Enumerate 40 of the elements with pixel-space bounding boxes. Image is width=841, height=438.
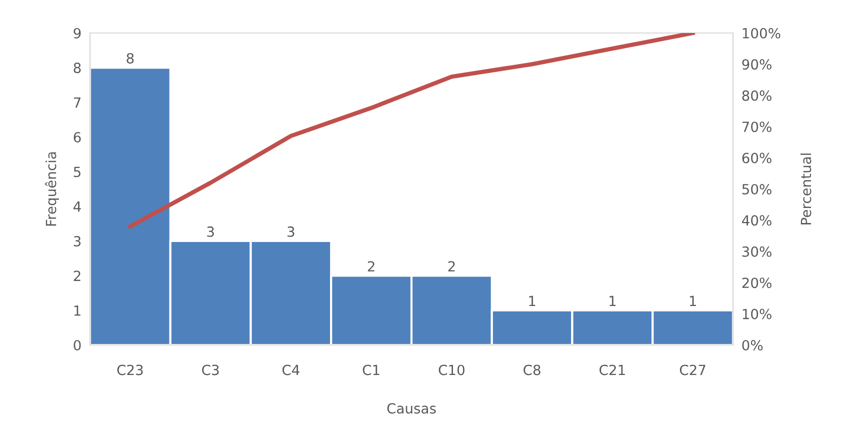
x-axis-title: Causas <box>387 403 436 414</box>
y-tick-label: 1 <box>74 305 80 316</box>
y-tick-label: 5 <box>74 166 80 178</box>
data-label: 8 <box>126 53 134 64</box>
x-tick-label: C4 <box>282 364 300 376</box>
y2-tick-label: 40% <box>742 215 772 226</box>
data-label: 3 <box>288 226 294 237</box>
x-tick-label: C1 <box>362 364 380 376</box>
y-tick-label: 8 <box>74 62 81 74</box>
y-tick-label: 9 <box>74 28 81 38</box>
x-tick-label: C8 <box>524 364 540 376</box>
data-label: 2 <box>448 261 455 272</box>
y2-axis-title: Percentual <box>800 154 812 224</box>
y-tick-label: 2 <box>74 270 80 281</box>
data-label: 2 <box>368 261 374 272</box>
y-tick-label: 0 <box>74 340 81 350</box>
y2-tick-label: 90% <box>742 59 772 70</box>
x-tick-label: C27 <box>680 364 706 376</box>
y-tick-label: 3 <box>74 236 81 246</box>
y-tick-label: 6 <box>74 132 81 142</box>
y2-tick-label: 20% <box>742 278 772 288</box>
x-tick-label: C23 <box>117 364 143 376</box>
y2-tick-label: 80% <box>742 90 772 101</box>
y-tick-label: 4 <box>74 201 81 212</box>
y2-tick-label: 70% <box>742 122 772 132</box>
data-label: 3 <box>207 226 214 237</box>
y2-tick-label: 50% <box>742 184 772 194</box>
y-axis-title: Frequência <box>44 152 59 226</box>
data-label: 1 <box>610 296 616 306</box>
data-label: 1 <box>529 296 536 306</box>
y2-tick-label: 60% <box>742 152 772 164</box>
y-tick-label: 7 <box>74 97 80 108</box>
data-label: 1 <box>690 296 696 306</box>
x-tick-label: C21 <box>600 364 625 376</box>
y2-tick-label: 100% <box>742 28 780 38</box>
y2-tick-label: 10% <box>742 308 772 320</box>
y2-tick-label: 0% <box>742 340 763 350</box>
x-tick-label: C3 <box>202 364 219 376</box>
y2-tick-label: 30% <box>742 246 772 257</box>
x-tick-label: C10 <box>438 364 464 376</box>
